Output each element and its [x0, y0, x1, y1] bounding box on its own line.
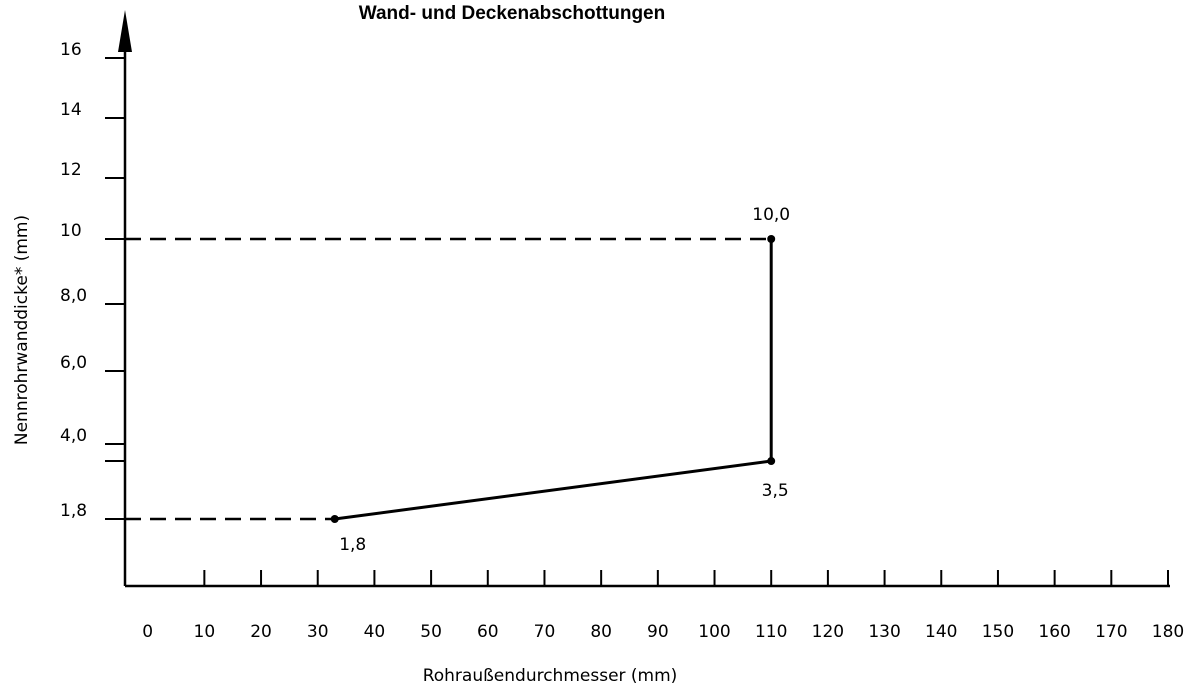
y-tick-label: 6,0	[60, 353, 87, 373]
y-tick-label: 12	[60, 160, 82, 180]
x-tick-label: 0	[142, 622, 153, 642]
x-tick-label: 180	[1152, 622, 1184, 642]
x-tick-label: 20	[250, 622, 272, 642]
y-tick-label: 16	[60, 40, 82, 60]
x-tick-label: 80	[590, 622, 612, 642]
data-label: 3,5	[762, 481, 789, 501]
y-tick-label: 10	[60, 221, 82, 241]
y-tick-label: 14	[60, 100, 82, 120]
x-tick-label: 10	[194, 622, 216, 642]
y-axis-label: Nennrohrwanddicke* (mm)	[12, 215, 32, 445]
x-tick-label: 150	[982, 622, 1014, 642]
data-label: 10,0	[752, 205, 790, 225]
x-tick-label: 160	[1038, 622, 1070, 642]
data-point	[330, 515, 339, 523]
x-tick-label: 100	[698, 622, 730, 642]
y-tick-label: 4,0	[60, 426, 87, 446]
chart-title: Wand- und Deckenabschottungen	[359, 3, 665, 24]
x-tick-label: 40	[364, 622, 386, 642]
x-tick-label: 30	[307, 622, 329, 642]
x-tick-label: 50	[420, 622, 442, 642]
x-tick-label: 140	[925, 622, 957, 642]
x-axis-label: Rohraußendurchmesser (mm)	[423, 666, 678, 685]
x-tick-label: 70	[534, 622, 556, 642]
x-tick-label: 130	[868, 622, 900, 642]
data-point	[767, 235, 776, 243]
axis-arrow	[118, 10, 132, 52]
x-tick-label: 110	[755, 622, 787, 642]
y-tick-label: 8,0	[60, 286, 87, 306]
x-tick-label: 120	[812, 622, 844, 642]
x-tick-label: 90	[647, 622, 669, 642]
data-point	[767, 457, 776, 466]
data-label: 1,8	[339, 535, 366, 555]
x-tick-label: 170	[1095, 622, 1127, 642]
data-line	[334, 239, 773, 521]
x-tick-label: 60	[477, 622, 499, 642]
y-tick-label: 1,8	[60, 501, 87, 521]
